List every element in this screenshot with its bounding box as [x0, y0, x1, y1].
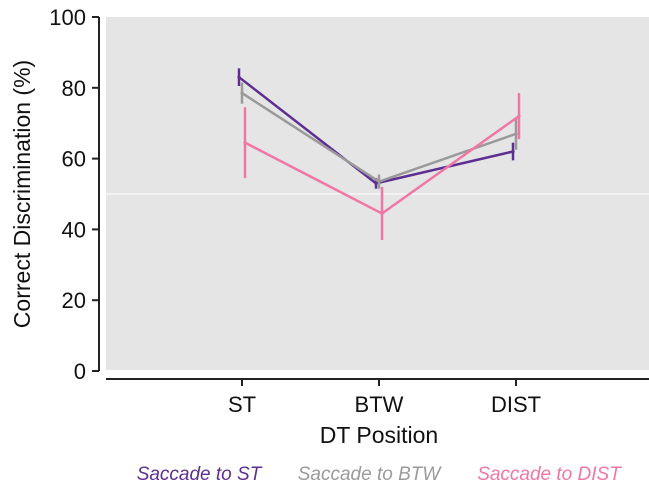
data-point — [374, 181, 378, 185]
y-tick-label: 40 — [62, 217, 86, 242]
legend-entry: Saccade to BTW — [298, 464, 443, 485]
data-point — [380, 211, 384, 216]
y-tick-label: 20 — [62, 288, 86, 313]
data-point — [243, 141, 247, 145]
y-tick-label: 80 — [62, 76, 86, 101]
x-tick-label-btw: BTW — [355, 392, 404, 417]
y-axis-ticks: 0 20 40 60 80 100 — [49, 5, 99, 384]
series-layer — [237, 68, 521, 241]
y-axis-title: Correct Discrimination (%) — [9, 60, 35, 328]
y-tick-label: 0 — [74, 359, 86, 384]
data-point — [514, 132, 518, 136]
data-point — [511, 149, 515, 154]
x-tick-label-dist: DIST — [491, 392, 541, 417]
legend-entry: Saccade to ST — [137, 464, 263, 485]
series-1 — [237, 68, 515, 189]
data-point — [377, 180, 381, 184]
x-axis-ticks: ST BTW DIST — [228, 379, 541, 417]
y-tick-label: 100 — [49, 5, 86, 30]
y-tick-label: 60 — [62, 147, 86, 172]
data-point — [240, 91, 244, 95]
legend: Saccade to ST Saccade to BTW Saccade to DI… — [137, 464, 623, 485]
x-axis-title: DT Position — [320, 422, 438, 448]
legend-entry: Saccade to DIST — [477, 464, 622, 485]
data-point — [237, 75, 241, 79]
x-tick-label-st: ST — [228, 392, 256, 417]
data-point — [517, 114, 521, 118]
series-3 — [243, 93, 521, 241]
